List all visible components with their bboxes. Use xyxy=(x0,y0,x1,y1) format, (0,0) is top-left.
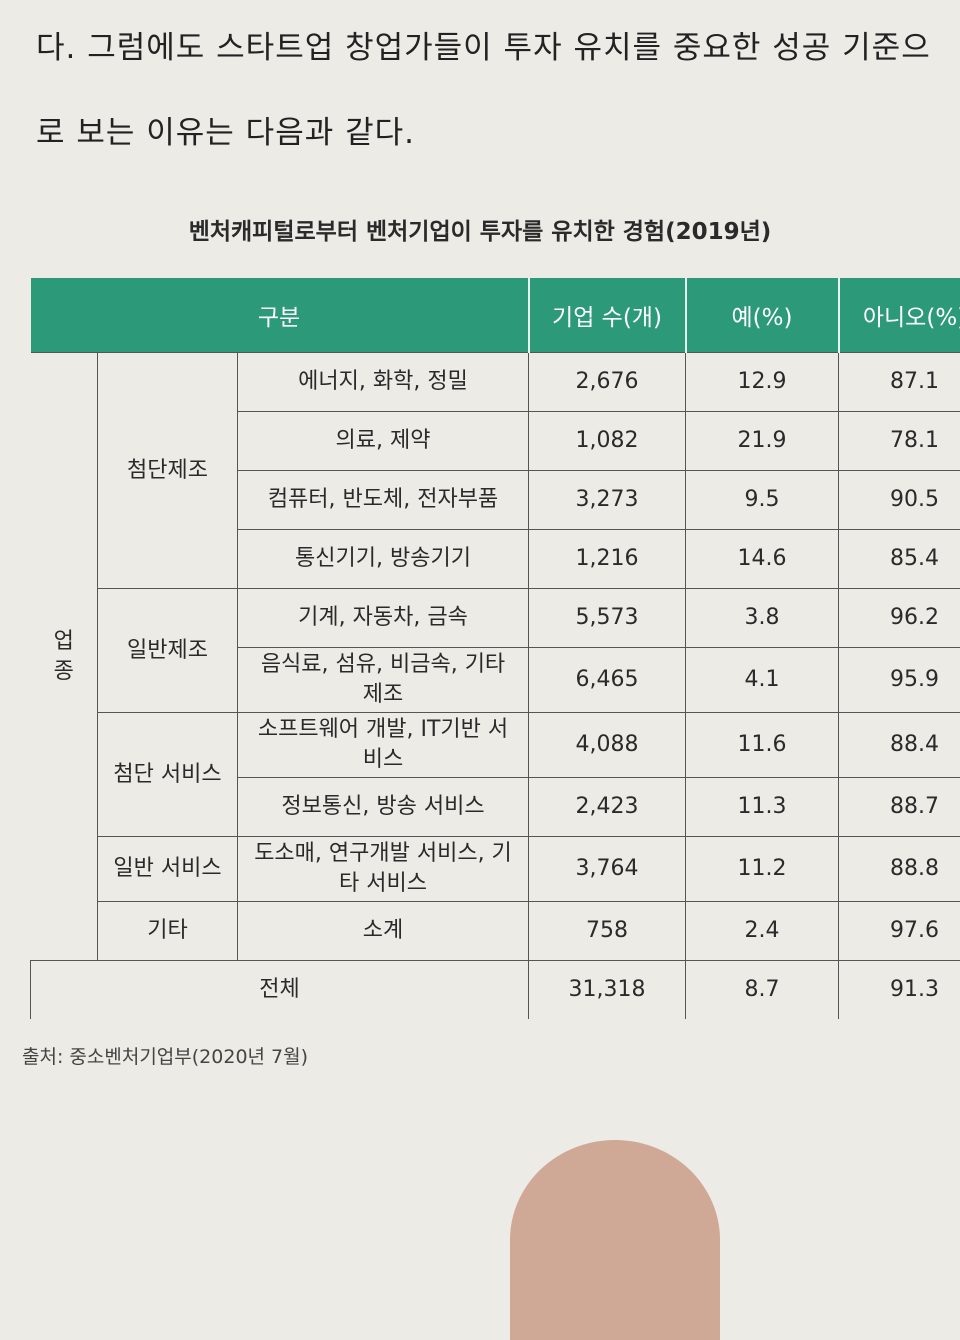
text-line: 로 보는 이유는 다음과 같다. xyxy=(36,107,415,152)
companies-cell: 1,216 xyxy=(529,530,686,589)
no-cell: 97.6 xyxy=(839,902,960,961)
companies-cell: 3,273 xyxy=(529,471,686,530)
header-cell: 예(%) xyxy=(686,278,839,353)
yes-cell: 12.9 xyxy=(686,353,839,412)
no-cell: 88.8 xyxy=(839,837,960,902)
yes-cell: 11.6 xyxy=(686,713,839,778)
label-cell: 에너지, 화학, 정밀 xyxy=(238,353,529,412)
no-cell: 88.4 xyxy=(839,713,960,778)
label-cell: 컴퓨터, 반도체, 전자부품 xyxy=(238,471,529,530)
sector-cell: 업종 xyxy=(31,353,98,961)
companies-cell: 2,423 xyxy=(529,778,686,837)
label-cell: 통신기기, 방송기기 xyxy=(238,530,529,589)
text-line: 다. 그럼에도 스타트업 창업가들이 투자 유치를 중요한 성공 기준으 xyxy=(36,22,931,67)
label-cell: 도소매, 연구개발 서비스, 기타 서비스 xyxy=(238,837,529,902)
yes-cell: 4.1 xyxy=(686,648,839,713)
table-title: 벤처캐피털로부터 벤처기업이 투자를 유치한 경험(2019년) xyxy=(0,212,960,246)
no-cell: 87.1 xyxy=(839,353,960,412)
companies-cell: 4,088 xyxy=(529,713,686,778)
companies-cell: 6,465 xyxy=(529,648,686,713)
yes-cell: 2.4 xyxy=(686,902,839,961)
group-cell: 일반제조 xyxy=(98,589,238,713)
yes-cell: 3.8 xyxy=(686,589,839,648)
no-cell: 90.5 xyxy=(839,471,960,530)
yes-cell: 9.5 xyxy=(686,471,839,530)
header-cell: 기업 수(개) xyxy=(529,278,686,353)
no-cell: 95.9 xyxy=(839,648,960,713)
label-cell: 소계 xyxy=(238,902,529,961)
header-cell: 구분 xyxy=(31,278,529,353)
total-no-cell: 91.3 xyxy=(839,961,960,1020)
total-yes-cell: 8.7 xyxy=(686,961,839,1020)
yes-cell: 14.6 xyxy=(686,530,839,589)
group-cell: 첨단제조 xyxy=(98,353,238,589)
no-cell: 88.7 xyxy=(839,778,960,837)
companies-cell: 1,082 xyxy=(529,412,686,471)
label-cell: 정보통신, 방송 서비스 xyxy=(238,778,529,837)
group-cell: 첨단 서비스 xyxy=(98,713,238,837)
companies-cell: 758 xyxy=(529,902,686,961)
yes-cell: 21.9 xyxy=(686,412,839,471)
companies-cell: 5,573 xyxy=(529,589,686,648)
group-cell: 기타 xyxy=(98,902,238,961)
no-cell: 78.1 xyxy=(839,412,960,471)
label-cell: 소프트웨어 개발, IT기반 서비스 xyxy=(238,713,529,778)
total-label-cell: 전체 xyxy=(31,961,529,1020)
companies-cell: 3,764 xyxy=(529,837,686,902)
companies-cell: 2,676 xyxy=(529,353,686,412)
group-cell: 일반 서비스 xyxy=(98,837,238,902)
yes-cell: 11.2 xyxy=(686,837,839,902)
no-cell: 85.4 xyxy=(839,530,960,589)
total-companies-cell: 31,318 xyxy=(529,961,686,1020)
no-cell: 96.2 xyxy=(839,589,960,648)
label-cell: 의료, 제약 xyxy=(238,412,529,471)
label-cell: 음식료, 섬유, 비금속, 기타 제조 xyxy=(238,648,529,713)
source-note: 출처: 중소벤처기업부(2020년 7월) xyxy=(22,1042,308,1069)
yes-cell: 11.3 xyxy=(686,778,839,837)
label-cell: 기계, 자동차, 금속 xyxy=(238,589,529,648)
header-cell: 아니오(%) xyxy=(839,278,960,353)
finger xyxy=(510,1140,720,1340)
